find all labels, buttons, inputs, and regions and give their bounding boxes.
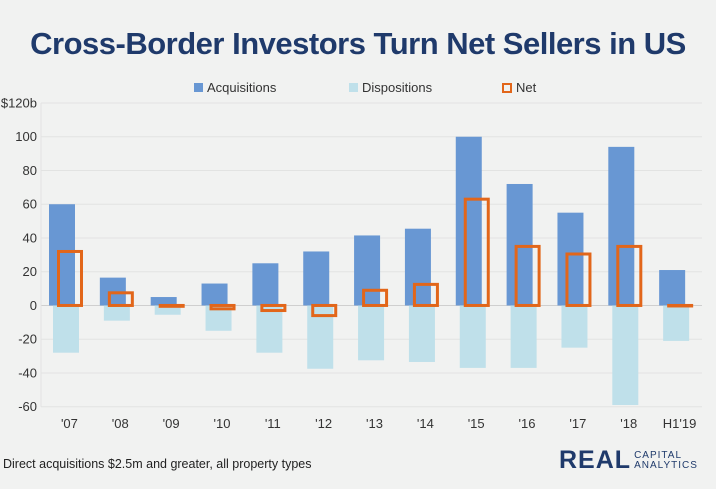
y-tick-label: 80 — [23, 163, 37, 178]
bar-net — [463, 197, 490, 307]
bar-acquisitions — [455, 136, 482, 306]
bar-acquisitions — [150, 297, 177, 306]
y-tick-label: 20 — [23, 264, 37, 279]
x-tick-label: '12 — [315, 416, 332, 431]
y-tick-label: 40 — [23, 230, 37, 245]
x-tick-label: '11 — [265, 416, 281, 431]
bar-acquisitions — [506, 183, 533, 306]
bar-net — [412, 282, 439, 307]
bar-dispositions — [459, 305, 486, 368]
bar-acquisitions — [659, 270, 686, 306]
y-tick-label: -40 — [18, 365, 37, 380]
logo-main: REAL — [559, 446, 632, 474]
bar-net — [362, 288, 389, 307]
bar-dispositions — [561, 305, 588, 348]
bar-net — [158, 303, 185, 308]
legend-swatch — [349, 83, 358, 92]
y-tick-label: -20 — [18, 332, 37, 347]
x-tick-label: '10 — [213, 416, 230, 431]
bar-acquisitions — [201, 283, 228, 306]
x-tick-label: '18 — [620, 416, 637, 431]
bar-net — [616, 244, 643, 307]
legend-item-dispositions: Dispositions — [349, 80, 432, 95]
x-tick-label: '17 — [569, 416, 586, 431]
logo-line1: CAPITAL — [634, 449, 682, 461]
x-tick-label: '16 — [519, 416, 536, 431]
bar-net — [565, 252, 592, 307]
footnote: Direct acquisitions $2.5m and greater, a… — [3, 457, 312, 471]
legend-label: Net — [516, 80, 537, 95]
legend-swatch — [502, 82, 512, 93]
bar-dispositions — [663, 305, 690, 341]
bar-acquisitions — [404, 228, 431, 306]
bar-net — [209, 303, 236, 311]
bar-net — [514, 244, 541, 307]
bar-dispositions — [256, 305, 283, 353]
y-tick-label: $120b — [1, 96, 37, 111]
x-tick-label: '15 — [468, 416, 485, 431]
bar-dispositions — [408, 305, 435, 362]
bar-net — [260, 303, 287, 313]
bar-dispositions — [53, 305, 79, 353]
bar-dispositions — [510, 305, 537, 368]
bar-acquisitions — [608, 146, 635, 306]
x-tick-label: '14 — [417, 416, 434, 431]
logo-line2: ANALYTICS — [634, 459, 698, 471]
y-tick-label: 60 — [23, 197, 37, 212]
legend-label: Dispositions — [362, 80, 433, 95]
x-tick-label: '13 — [366, 416, 383, 431]
bar-acquisitions — [354, 235, 381, 306]
logo: REAL CAPITAL ANALYTICS — [559, 446, 698, 475]
bar-dispositions — [358, 305, 385, 361]
bar-net — [107, 291, 134, 307]
y-tick-label: -60 — [18, 399, 37, 414]
bar-net — [311, 303, 338, 318]
logo-sub: CAPITAL ANALYTICS — [634, 449, 698, 471]
x-tick-label: H1'19 — [663, 416, 697, 431]
bar-net — [667, 303, 694, 308]
x-tick-label: '09 — [163, 416, 180, 431]
bar-acquisitions — [252, 263, 279, 306]
bar-dispositions — [154, 305, 181, 315]
legend-item-net: Net — [502, 80, 536, 95]
bar-acquisitions — [557, 212, 584, 306]
y-tick-label: 100 — [15, 129, 37, 144]
chart-title: Cross-Border Investors Turn Net Sellers … — [30, 26, 686, 61]
bar-acquisitions — [303, 251, 330, 306]
legend-label: Acquisitions — [207, 80, 277, 95]
bar-dispositions — [612, 305, 639, 406]
bar-acquisitions — [49, 204, 75, 306]
bar-net — [57, 249, 83, 307]
legend-swatch — [194, 83, 203, 92]
x-tick-label: '07 — [61, 416, 78, 431]
y-tick-label: 0 — [30, 298, 37, 313]
bar-dispositions — [103, 305, 130, 321]
x-tick-label: '08 — [112, 416, 129, 431]
legend-item-acquisitions: Acquisitions — [194, 80, 276, 95]
